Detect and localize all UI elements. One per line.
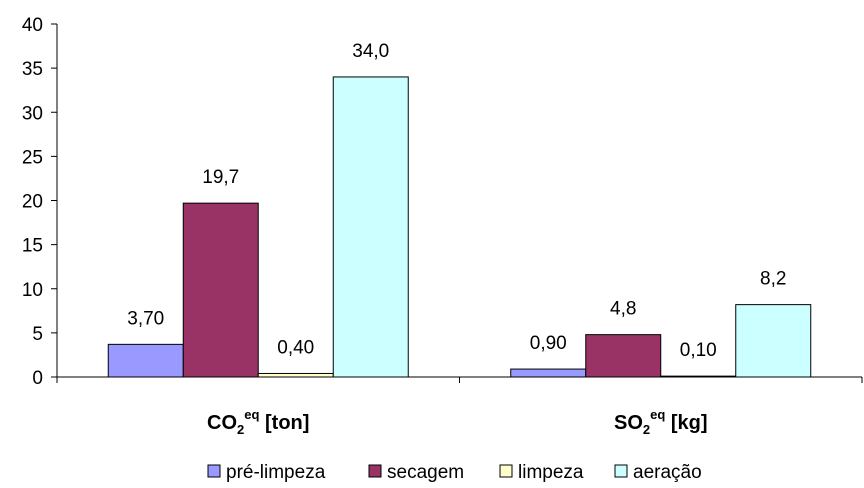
bar <box>182 202 259 378</box>
data-label: 0,40 <box>277 337 314 358</box>
data-label: 19,7 <box>202 167 239 188</box>
y-tick-label: 5 <box>32 324 43 345</box>
bar <box>585 334 662 378</box>
category-label-subscript: 2 <box>237 422 244 437</box>
category-label-unit: [kg] <box>665 412 707 434</box>
category-label-superscript: eq <box>244 407 259 422</box>
y-axis: 0 5 10 15 20 25 30 35 40 <box>22 15 58 389</box>
legend-label: limpeza <box>518 462 584 483</box>
legend-swatch <box>499 464 513 478</box>
legend-swatch <box>614 464 628 478</box>
legend-label: aeração <box>633 462 702 483</box>
bar <box>510 368 587 378</box>
y-tick-label: 0 <box>32 368 43 389</box>
y-tick-label: 35 <box>22 59 43 80</box>
legend-label: secagem <box>387 462 464 483</box>
category-labels: CO2eq [ton] SO2eq [kg] <box>207 407 707 437</box>
data-label: 0,90 <box>530 333 567 354</box>
bars <box>107 76 812 378</box>
y-tick-label: 25 <box>22 147 43 168</box>
legend-label: pré-limpeza <box>226 462 326 483</box>
y-tick-label: 40 <box>22 15 43 36</box>
data-label: 0,10 <box>680 340 717 361</box>
legend: pré-limpeza secagem limpeza aeração <box>207 462 702 483</box>
y-tick-label: 10 <box>22 280 43 301</box>
bar <box>735 304 812 378</box>
y-tick-label: 15 <box>22 236 43 257</box>
data-label: 8,2 <box>760 269 786 290</box>
category-label-unit: [ton] <box>259 412 309 434</box>
category-label-subscript: 2 <box>643 422 650 437</box>
legend-swatch <box>207 464 221 478</box>
y-tick-label: 20 <box>22 192 43 213</box>
category-label-main: CO <box>207 412 237 434</box>
y-tick-label: 30 <box>22 103 43 124</box>
category-label-main: SO <box>614 412 643 434</box>
category-label-superscript: eq <box>650 407 665 422</box>
category-label: CO2eq [ton] <box>207 407 309 437</box>
data-labels: 3,70 19,7 0,40 34,0 0,90 4,8 0,10 8,2 <box>127 41 786 361</box>
legend-swatch <box>368 464 382 478</box>
data-label: 3,70 <box>127 308 164 329</box>
bar <box>107 343 184 378</box>
bar <box>257 372 334 378</box>
data-label: 4,8 <box>610 299 636 320</box>
data-label: 34,0 <box>352 41 389 62</box>
bar <box>332 76 409 378</box>
x-axis <box>56 376 863 383</box>
category-label: SO2eq [kg] <box>614 407 708 437</box>
